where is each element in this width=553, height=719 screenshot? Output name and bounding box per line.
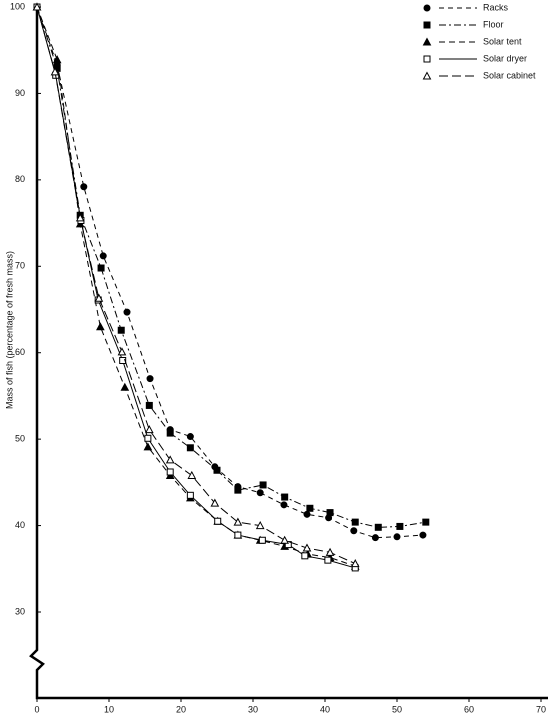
marker (325, 547, 335, 556)
marker (166, 429, 174, 437)
x-tick-label: 70 (536, 704, 546, 714)
y-tick-label: 40 (15, 520, 25, 530)
y-tick-label: 30 (15, 606, 25, 616)
legend-marker (422, 37, 432, 46)
x-tick-label: 50 (392, 704, 402, 714)
marker (281, 493, 289, 501)
series-line (36, 6, 356, 565)
marker (258, 536, 266, 544)
legend-label: Racks (483, 2, 509, 12)
marker (165, 455, 175, 464)
marker (326, 509, 334, 517)
marker (145, 401, 153, 409)
marker (186, 444, 194, 452)
marker (50, 67, 60, 76)
legend-marker (423, 55, 431, 63)
marker (117, 326, 125, 334)
marker (146, 375, 154, 383)
marker (284, 541, 292, 549)
marker (280, 535, 290, 544)
marker (99, 252, 107, 260)
marker (144, 434, 152, 442)
marker (350, 527, 358, 535)
legend-marker (423, 21, 431, 29)
marker (123, 308, 131, 316)
marker (186, 433, 194, 441)
marker (94, 293, 104, 302)
marker (213, 466, 221, 474)
x-tick-label: 20 (176, 704, 186, 714)
legend-marker (422, 71, 432, 80)
marker (186, 491, 194, 499)
marker (280, 501, 288, 509)
marker (187, 470, 197, 479)
marker (350, 559, 360, 568)
x-tick-label: 40 (320, 704, 330, 714)
marker (259, 481, 267, 489)
x-tick-label: 60 (464, 704, 474, 714)
marker (233, 517, 243, 526)
marker (393, 533, 401, 541)
marker (255, 521, 265, 530)
y-tick-label: 100 (10, 1, 25, 11)
marker (143, 442, 153, 451)
marker (396, 522, 404, 530)
marker (117, 347, 127, 356)
marker (166, 468, 174, 476)
marker (422, 518, 430, 526)
marker (96, 322, 105, 331)
marker (256, 489, 264, 497)
x-tick-label: 0 (34, 704, 39, 714)
marker (301, 552, 309, 560)
y-axis-label: Mass of fish (percentage of fresh mass) (4, 251, 14, 409)
legend-marker (423, 4, 431, 12)
marker (351, 518, 359, 526)
series-line (36, 6, 356, 567)
marker (374, 523, 382, 531)
marker (234, 486, 242, 494)
marker (144, 425, 154, 434)
marker (97, 264, 105, 272)
legend-label: Solar tent (483, 36, 522, 46)
marker (324, 556, 332, 564)
series-line (36, 6, 423, 539)
marker (120, 382, 130, 391)
y-tick-label: 50 (15, 434, 25, 444)
marker (302, 543, 312, 552)
marker (234, 531, 242, 539)
legend-label: Floor (483, 19, 504, 29)
marker (306, 504, 314, 512)
y-tick-label: 80 (15, 174, 25, 184)
series-line (36, 6, 356, 569)
marker (371, 534, 379, 542)
legend-label: Solar cabinet (483, 70, 536, 80)
axes (29, 5, 548, 700)
marker (303, 510, 311, 518)
marker (80, 183, 88, 191)
x-tick-label: 10 (104, 704, 114, 714)
marker (119, 356, 127, 364)
y-tick-label: 90 (15, 88, 25, 98)
marker (75, 213, 85, 222)
y-tick-label: 70 (15, 261, 25, 271)
marker (52, 55, 62, 64)
marker (419, 531, 427, 539)
series-line (36, 6, 426, 528)
marker (210, 498, 220, 507)
y-tick-label: 60 (15, 347, 25, 357)
marker (32, 2, 42, 11)
legend-label: Solar dryer (483, 53, 527, 63)
marker (214, 517, 222, 525)
x-tick-label: 30 (248, 704, 258, 714)
